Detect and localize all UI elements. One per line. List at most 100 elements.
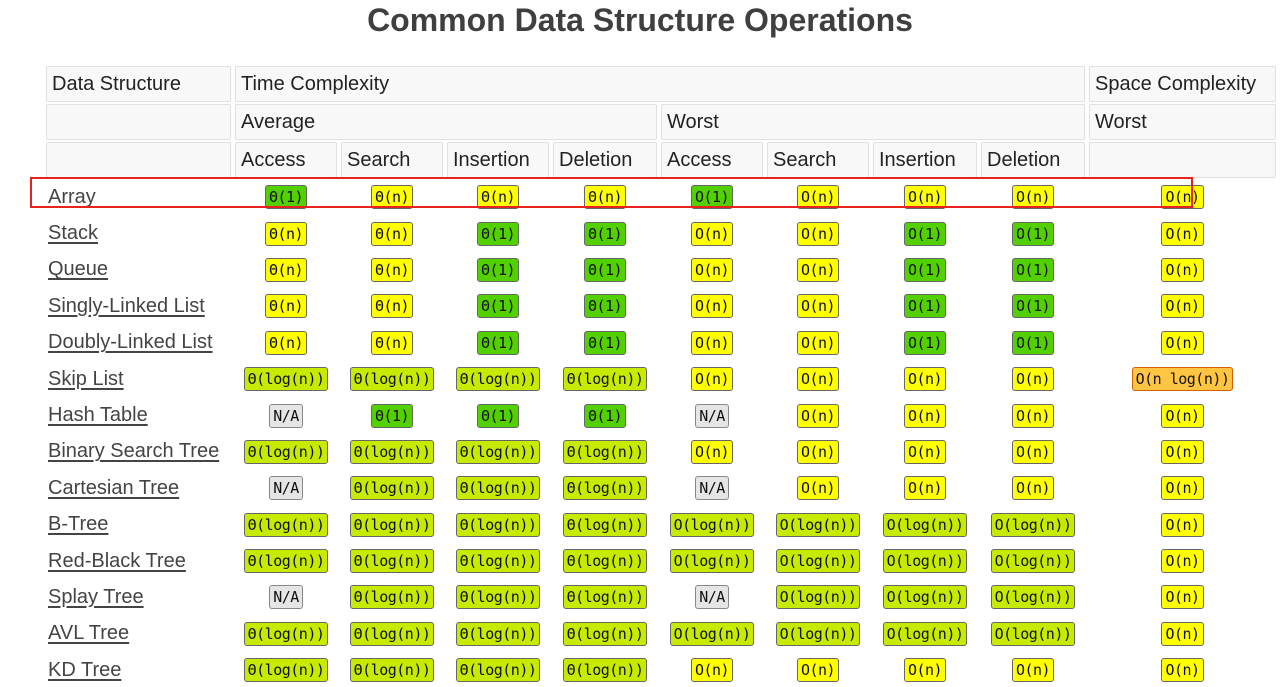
table-cell: Θ(log(n)) xyxy=(235,653,337,687)
data-structure-link-doubly-linked-list[interactable]: Doubly-Linked List xyxy=(48,331,213,354)
table-cell: O(log(n)) xyxy=(873,580,977,614)
table-cell: O(n) xyxy=(1089,289,1276,323)
data-structure-link-skip-list[interactable]: Skip List xyxy=(48,367,124,390)
complexity-badge: Θ(n) xyxy=(583,185,627,210)
complexity-badge: Θ(log(n)) xyxy=(562,549,648,574)
complexity-badge: O(log(n)) xyxy=(775,621,861,646)
complexity-badge: Θ(log(n)) xyxy=(562,476,648,501)
complexity-badge: Θ(1) xyxy=(264,185,308,210)
table-cell: O(1) xyxy=(873,216,977,250)
complexity-badge: O(1) xyxy=(1011,330,1055,355)
data-structure-link-array[interactable]: Array xyxy=(48,185,96,208)
table-cell: Θ(log(n)) xyxy=(447,471,549,505)
table-cell: Θ(n) xyxy=(341,326,443,360)
table-cell: O(1) xyxy=(873,326,977,360)
complexity-badge: Θ(1) xyxy=(476,257,520,282)
data-structure-link-hash-table[interactable]: Hash Table xyxy=(48,404,148,427)
table-cell: Θ(n) xyxy=(553,180,657,214)
data-structure-link-binary-search-tree[interactable]: Binary Search Tree xyxy=(48,440,220,463)
complexity-badge: Θ(1) xyxy=(370,403,414,428)
table-cell: O(log(n)) xyxy=(981,580,1085,614)
complexity-badge: O(n) xyxy=(796,403,840,428)
table-cell: Θ(log(n)) xyxy=(553,508,657,542)
table-cell: Θ(log(n)) xyxy=(447,362,549,396)
data-structure-link-red-black-tree[interactable]: Red-Black Tree xyxy=(48,549,186,572)
table-cell: N/A xyxy=(235,580,337,614)
complexity-badge: O(n) xyxy=(690,658,734,683)
complexity-badge: O(1) xyxy=(903,221,947,246)
complexity-badge: O(n) xyxy=(903,185,947,210)
table-cell: O(n) xyxy=(661,289,763,323)
complexity-badge: O(log(n)) xyxy=(990,621,1076,646)
table-cell: O(n) xyxy=(767,435,869,469)
table-cell: Θ(log(n)) xyxy=(447,653,549,687)
table-cell: O(n) xyxy=(661,216,763,250)
complexity-badge: O(n) xyxy=(1161,549,1204,574)
complexity-badge: Θ(log(n)) xyxy=(455,439,541,464)
table-cell: O(log(n)) xyxy=(981,544,1085,578)
data-structure-link-stack[interactable]: Stack xyxy=(48,222,99,245)
data-structure-link-b-tree[interactable]: B-Tree xyxy=(48,513,109,536)
complexity-badge: Θ(log(n)) xyxy=(243,512,329,537)
table-cell: Θ(1) xyxy=(553,398,657,432)
table-cell: O(n) xyxy=(1089,216,1276,250)
table-cell: O(log(n)) xyxy=(661,544,763,578)
complexity-badge: O(1) xyxy=(903,294,947,319)
complexity-badge: Θ(log(n)) xyxy=(455,621,541,646)
complexity-badge: O(1) xyxy=(1011,257,1055,282)
complexity-badge: O(1) xyxy=(903,330,947,355)
table-cell: O(log(n)) xyxy=(661,508,763,542)
complexity-badge: O(log(n)) xyxy=(775,549,861,574)
data-structure-link-splay-tree[interactable]: Splay Tree xyxy=(48,585,144,608)
complexity-badge: Θ(1) xyxy=(476,221,520,246)
table-cell: Θ(log(n)) xyxy=(341,580,443,614)
table-cell: Θ(1) xyxy=(447,289,549,323)
complexity-badge: Θ(1) xyxy=(476,403,520,428)
complexity-badge: O(n) xyxy=(796,439,840,464)
table-cell: Θ(log(n)) xyxy=(341,362,443,396)
table-cell: Θ(n) xyxy=(235,253,337,287)
table-cell: Θ(n) xyxy=(235,216,337,250)
data-structure-link-avl-tree[interactable]: AVL Tree xyxy=(48,622,130,645)
complexity-badge: Θ(log(n)) xyxy=(455,512,541,537)
table-cell: Θ(log(n)) xyxy=(553,471,657,505)
table-cell: O(n) xyxy=(661,362,763,396)
complexity-badge: Θ(n) xyxy=(264,330,308,355)
table-cell: O(n) xyxy=(1089,580,1276,614)
table-cell: Θ(1) xyxy=(235,180,337,214)
table-cell: O(n) xyxy=(981,362,1085,396)
complexity-badge: O(1) xyxy=(1011,221,1055,246)
complexity-badge: Θ(log(n)) xyxy=(562,621,648,646)
header-blank-cell xyxy=(46,142,231,178)
array-row-highlight xyxy=(30,177,1193,208)
table-cell: N/A xyxy=(235,471,337,505)
table-cell: N/A xyxy=(235,398,337,432)
complexity-badge: O(n) xyxy=(903,439,947,464)
table-cell: O(1) xyxy=(981,326,1085,360)
table-cell: Θ(log(n)) xyxy=(553,544,657,578)
table-cell: O(n) xyxy=(767,326,869,360)
complexity-badge: Θ(log(n)) xyxy=(349,512,435,537)
table-cell: Θ(log(n)) xyxy=(235,617,337,651)
table-cell: Θ(1) xyxy=(553,216,657,250)
table-cell: O(n) xyxy=(873,471,977,505)
table-cell: Θ(log(n)) xyxy=(341,617,443,651)
complexity-badge: O(log(n)) xyxy=(882,621,968,646)
complexity-badge: Θ(log(n)) xyxy=(349,658,435,683)
data-structure-link-queue[interactable]: Queue xyxy=(48,258,109,281)
header-space-complexity: Space Complexity xyxy=(1089,66,1276,102)
table-cell: O(n) xyxy=(1089,398,1276,432)
complexity-badge: Θ(log(n)) xyxy=(562,367,648,392)
table-cell: Θ(1) xyxy=(447,326,549,360)
complexity-badge: Θ(log(n)) xyxy=(455,658,541,683)
complexity-badge: Θ(log(n)) xyxy=(455,367,541,392)
complexity-badge: O(n) xyxy=(690,330,734,355)
complexity-badge: Θ(log(n)) xyxy=(562,585,648,610)
complexity-badge: Θ(log(n)) xyxy=(243,439,329,464)
data-structure-link-kd-tree[interactable]: KD Tree xyxy=(48,658,122,681)
table-cell: O(n) xyxy=(1089,508,1276,542)
complexity-badge: O(n) xyxy=(690,367,734,392)
data-structure-link-singly-linked-list[interactable]: Singly-Linked List xyxy=(48,294,205,317)
complexity-badge: Θ(n) xyxy=(264,294,308,319)
data-structure-link-cartesian-tree[interactable]: Cartesian Tree xyxy=(48,476,180,499)
